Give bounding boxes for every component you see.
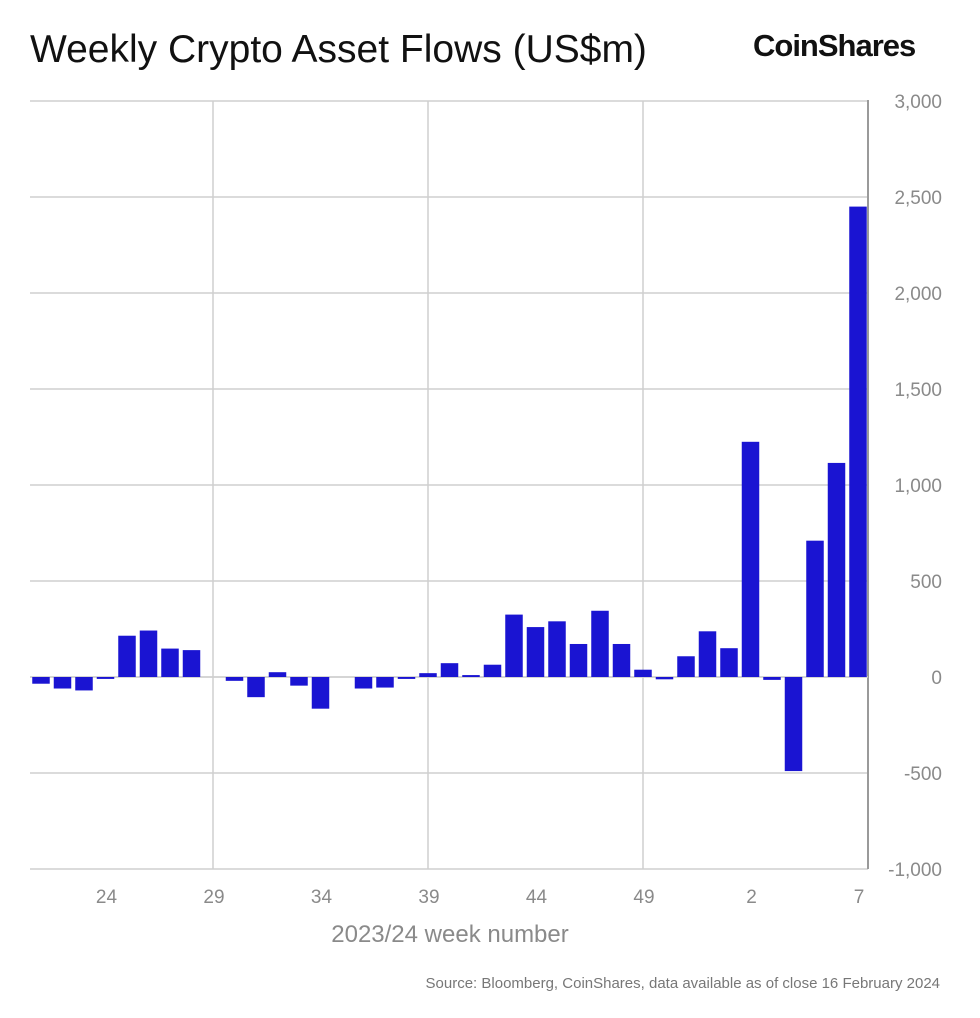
brand-logo: CoinShares (753, 28, 916, 63)
bar-week-41 (462, 675, 480, 677)
bar-week-27 (161, 648, 179, 677)
bar-week-45 (548, 621, 566, 677)
x-tick-label: 2 (746, 887, 757, 908)
y-tick-label: 1,500 (894, 380, 942, 401)
y-tick-label: 2,500 (894, 188, 942, 209)
bar-week-44 (526, 627, 545, 677)
bar-week-5 (806, 540, 824, 677)
y-tick-label: 2,000 (894, 284, 942, 305)
bar-week-49 (634, 669, 652, 677)
bar-week-38 (397, 677, 416, 679)
x-tick-label: 34 (311, 887, 333, 908)
y-tick-label: 1,000 (894, 476, 942, 497)
bar-week-2 (741, 441, 760, 677)
bar-week-6 (827, 462, 846, 677)
bar-week-42 (483, 664, 502, 677)
y-tick-label: -500 (904, 764, 942, 785)
bar-week-39 (419, 673, 437, 677)
bar-week-7 (849, 206, 867, 677)
y-tick-label: 3,000 (894, 92, 942, 113)
bar-week-48 (612, 643, 631, 677)
bar-week-36 (354, 677, 373, 689)
bar-week-23 (75, 677, 93, 691)
x-tick-label: 24 (96, 887, 118, 908)
bar-week-50 (655, 677, 674, 680)
bar-week-3 (763, 677, 781, 680)
bar-week-52 (698, 631, 717, 677)
chart-title: Weekly Crypto Asset Flows (US$m) (30, 28, 647, 71)
y-tick-label: -1,000 (888, 860, 942, 881)
bar-week-21 (32, 677, 50, 684)
bar-week-25 (118, 635, 136, 677)
bar-week-31 (247, 677, 265, 698)
x-tick-label: 44 (526, 887, 548, 908)
bar-week-37 (376, 677, 394, 688)
bar-week-34 (311, 677, 330, 709)
bar-week-22 (53, 677, 72, 689)
bar-week-1 (720, 648, 738, 677)
bar-week-28 (182, 650, 201, 677)
bar-week-46 (569, 643, 588, 677)
x-tick-label: 39 (418, 887, 439, 908)
bar-week-47 (591, 610, 609, 677)
bar-week-26 (139, 630, 158, 677)
bar-week-51 (677, 656, 695, 677)
source-note: Source: Bloomberg, CoinShares, data avai… (425, 975, 940, 992)
x-tick-label: 7 (854, 887, 865, 908)
bar-week-43 (505, 614, 523, 677)
x-tick-label: 29 (203, 887, 224, 908)
x-tick-label: 49 (633, 887, 654, 908)
x-axis-title: 2023/24 week number (331, 921, 569, 948)
y-tick-label: 0 (931, 668, 942, 689)
bar-week-40 (440, 663, 459, 677)
bar-week-33 (290, 677, 308, 686)
y-tick-label: 500 (910, 572, 942, 593)
bar-week-30 (225, 677, 244, 681)
bar-week-4 (784, 677, 803, 772)
bar-week-32 (268, 672, 287, 677)
bar-week-24 (96, 677, 115, 679)
